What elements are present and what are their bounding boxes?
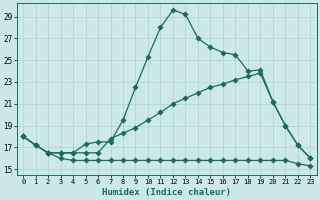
X-axis label: Humidex (Indice chaleur): Humidex (Indice chaleur) bbox=[102, 188, 231, 197]
